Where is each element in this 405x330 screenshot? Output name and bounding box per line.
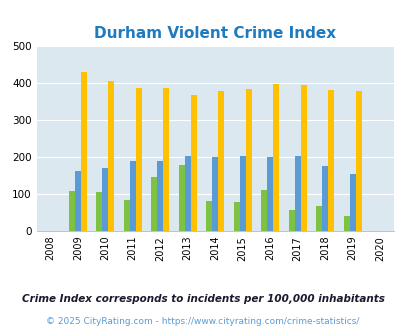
Bar (102, 168, 108, 231)
Bar (81, 72, 87, 231)
Bar (343, 216, 349, 231)
Bar (184, 156, 190, 231)
Bar (294, 156, 300, 231)
Bar (260, 190, 266, 231)
Bar (190, 95, 196, 231)
Bar (151, 177, 157, 231)
Bar (178, 165, 184, 231)
Bar (163, 88, 169, 231)
Bar (239, 156, 245, 231)
Bar (233, 202, 239, 231)
Bar (108, 81, 114, 231)
Bar (288, 210, 294, 231)
Bar (349, 175, 355, 231)
Text: Crime Index corresponds to incidents per 100,000 inhabitants: Crime Index corresponds to incidents per… (21, 294, 384, 304)
Bar (315, 206, 321, 231)
Bar (75, 171, 81, 231)
Bar (68, 191, 75, 231)
Bar (157, 161, 163, 231)
Bar (273, 84, 279, 231)
Bar (321, 166, 327, 231)
Bar (217, 91, 224, 231)
Bar (124, 200, 129, 231)
Title: Durham Violent Crime Index: Durham Violent Crime Index (94, 26, 335, 41)
Bar (129, 161, 135, 231)
Bar (212, 157, 217, 231)
Bar (327, 90, 333, 231)
Bar (266, 157, 273, 231)
Bar (96, 192, 102, 231)
Bar (300, 85, 306, 231)
Bar (355, 91, 361, 231)
Bar (245, 89, 251, 231)
Text: © 2025 CityRating.com - https://www.cityrating.com/crime-statistics/: © 2025 CityRating.com - https://www.city… (46, 317, 359, 326)
Bar (135, 88, 141, 231)
Bar (206, 201, 212, 231)
